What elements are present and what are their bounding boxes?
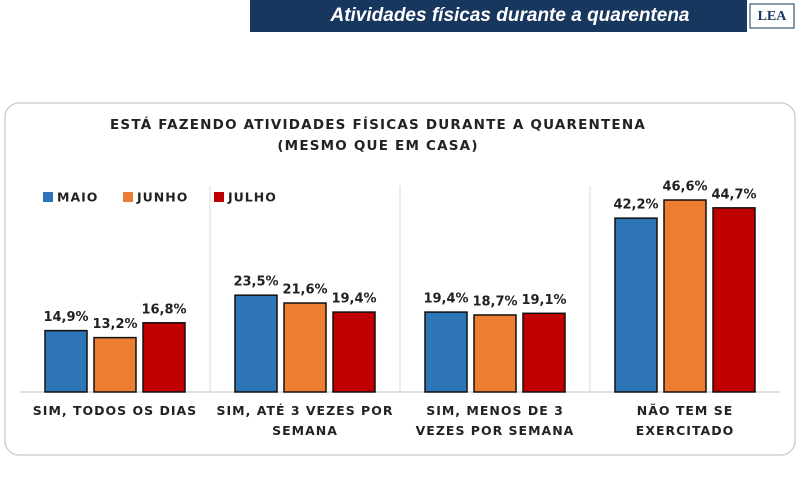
logo: LEA	[758, 9, 788, 24]
legend-label: MAIO	[57, 190, 98, 205]
x-tick-label: SIM, TODOS OS DIAS	[32, 403, 198, 418]
value-label: 19,4%	[423, 292, 468, 307]
value-label: 42,2%	[613, 198, 658, 213]
legend-swatch	[123, 192, 133, 202]
bar	[44, 329, 88, 393]
value-label: 46,6%	[662, 180, 707, 195]
x-tick-label: NÃO TEM SE EXERCITADO	[635, 403, 735, 438]
bar	[424, 311, 468, 393]
value-label: 19,1%	[521, 293, 566, 308]
bar	[712, 207, 756, 393]
bar	[522, 312, 566, 393]
value-label: 21,6%	[282, 283, 327, 298]
value-label: 13,2%	[92, 317, 137, 332]
value-label: 14,9%	[43, 310, 88, 325]
value-label: 18,7%	[472, 294, 517, 309]
value-label: 19,4%	[331, 292, 376, 307]
value-label: 23,5%	[233, 275, 278, 290]
x-tick-label: SIM, ATÉ 3 VEZES POR SEMANA	[216, 403, 394, 438]
header-title: Atividades físicas durante a quarentena	[329, 5, 689, 26]
bar	[93, 336, 137, 393]
bar	[332, 311, 376, 393]
bar	[663, 199, 707, 393]
logo-box	[749, 3, 795, 29]
bar	[142, 322, 186, 393]
legend-swatch	[43, 192, 53, 202]
value-label: 44,7%	[711, 187, 756, 202]
value-label: 16,8%	[141, 302, 186, 317]
chart-subtitle: (MESMO QUE EM CASA)	[277, 138, 478, 154]
bar	[473, 314, 517, 393]
bar	[234, 294, 278, 393]
legend-label: JULHO	[227, 190, 277, 205]
chart-title: ESTÁ FAZENDO ATIVIDADES FÍSICAS DURANTE …	[110, 116, 646, 133]
legend-label: JUNHO	[136, 190, 188, 205]
bar	[283, 302, 327, 393]
legend-swatch	[214, 192, 224, 202]
bar	[614, 217, 658, 393]
x-tick-label: SIM, MENOS DE 3 VEZES POR SEMANA	[415, 403, 575, 438]
header-bar	[250, 0, 747, 32]
